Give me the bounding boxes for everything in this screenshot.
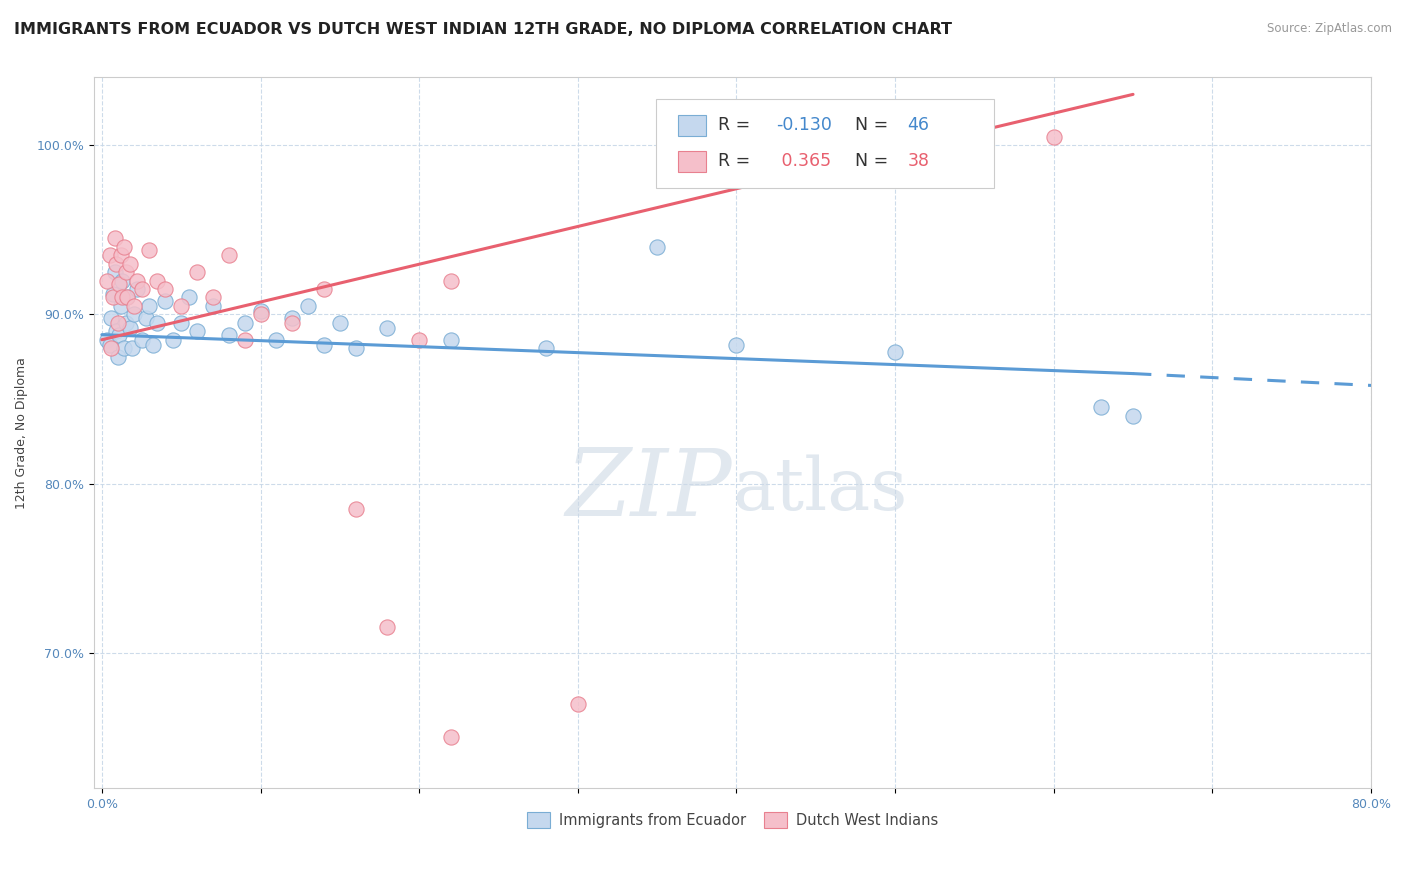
Point: [329, 316, 352, 330]
Point: [96, 273, 118, 287]
Point: [108, 277, 131, 291]
Point: [105, 256, 128, 270]
Point: [162, 333, 184, 347]
FancyBboxPatch shape: [678, 151, 706, 172]
Point: [218, 327, 240, 342]
Point: [155, 293, 177, 308]
Point: [110, 248, 132, 262]
Legend: Immigrants from Ecuador, Dutch West Indians: Immigrants from Ecuador, Dutch West Indi…: [522, 806, 943, 834]
Point: [186, 265, 208, 279]
Point: [138, 243, 160, 257]
Point: [122, 307, 145, 321]
Point: [146, 273, 169, 287]
Point: [1090, 401, 1112, 415]
Point: [281, 316, 304, 330]
Point: [96, 333, 118, 347]
Point: [101, 290, 124, 304]
Text: ZIP: ZIP: [565, 445, 733, 534]
Point: [112, 341, 135, 355]
Point: [120, 321, 142, 335]
Text: N =: N =: [855, 116, 894, 134]
Point: [114, 316, 136, 330]
Point: [138, 299, 160, 313]
Point: [155, 282, 177, 296]
Point: [249, 307, 271, 321]
Y-axis label: 12th Grade, No Diploma: 12th Grade, No Diploma: [15, 357, 28, 508]
Point: [131, 333, 153, 347]
Point: [122, 299, 145, 313]
Text: -0.130: -0.130: [776, 116, 832, 134]
Point: [108, 327, 131, 342]
Point: [440, 333, 463, 347]
Point: [170, 316, 193, 330]
Point: [170, 299, 193, 313]
Point: [146, 316, 169, 330]
Point: [201, 299, 224, 313]
Point: [440, 273, 463, 287]
Point: [103, 231, 125, 245]
Point: [142, 338, 165, 352]
Text: 46: 46: [907, 116, 929, 134]
Point: [233, 316, 256, 330]
Point: [725, 338, 748, 352]
Point: [112, 240, 135, 254]
Point: [100, 310, 122, 325]
Point: [312, 338, 335, 352]
Point: [98, 248, 121, 262]
Point: [249, 304, 271, 318]
Point: [179, 290, 201, 304]
Point: [440, 731, 463, 745]
Point: [114, 265, 136, 279]
Point: [1042, 129, 1064, 144]
Point: [218, 248, 240, 262]
Point: [117, 290, 139, 304]
Point: [201, 290, 224, 304]
Point: [186, 324, 208, 338]
Point: [645, 240, 668, 254]
Text: IMMIGRANTS FROM ECUADOR VS DUTCH WEST INDIAN 12TH GRADE, NO DIPLOMA CORRELATION : IMMIGRANTS FROM ECUADOR VS DUTCH WEST IN…: [14, 22, 952, 37]
Point: [567, 697, 589, 711]
Point: [297, 299, 319, 313]
Point: [117, 290, 139, 304]
Point: [107, 350, 129, 364]
Point: [344, 341, 367, 355]
Point: [131, 282, 153, 296]
Point: [111, 273, 134, 287]
Point: [233, 333, 256, 347]
Point: [101, 287, 124, 301]
FancyBboxPatch shape: [655, 99, 994, 187]
FancyBboxPatch shape: [678, 114, 706, 136]
Point: [377, 321, 399, 335]
Point: [107, 316, 129, 330]
Point: [110, 299, 132, 313]
Point: [377, 620, 399, 634]
Text: Source: ZipAtlas.com: Source: ZipAtlas.com: [1267, 22, 1392, 36]
Point: [111, 290, 134, 304]
Point: [344, 502, 367, 516]
Point: [281, 310, 304, 325]
Point: [120, 256, 142, 270]
Point: [98, 338, 121, 352]
Point: [121, 341, 143, 355]
Point: [125, 273, 148, 287]
Point: [408, 333, 430, 347]
Point: [105, 324, 128, 338]
Point: [100, 341, 122, 355]
Point: [103, 265, 125, 279]
Text: R =: R =: [718, 116, 756, 134]
Point: [125, 282, 148, 296]
Text: N =: N =: [855, 153, 894, 170]
Text: R =: R =: [718, 153, 756, 170]
Text: 0.365: 0.365: [776, 153, 831, 170]
Point: [135, 310, 157, 325]
Point: [266, 333, 288, 347]
Point: [884, 344, 907, 359]
Text: 38: 38: [907, 153, 929, 170]
Text: atlas: atlas: [733, 454, 908, 524]
Point: [534, 341, 557, 355]
Point: [1122, 409, 1144, 423]
Point: [312, 282, 335, 296]
